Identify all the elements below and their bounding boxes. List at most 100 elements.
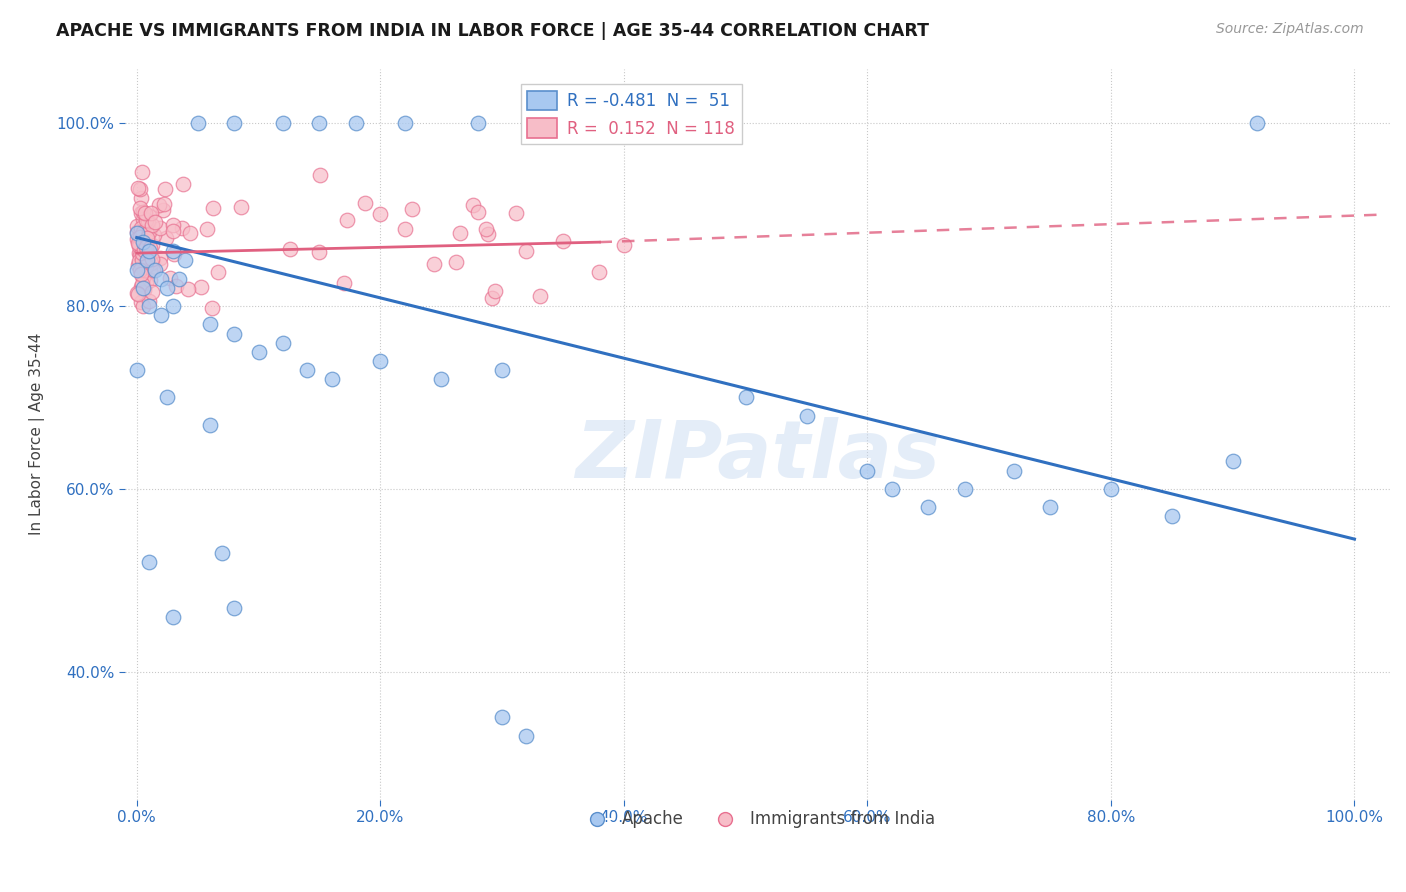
Point [529,288,551,302]
Point [477,227,499,241]
Point [135,259,157,273]
Point [141,238,163,252]
Point [401,202,423,216]
Point [131,260,153,274]
Point [138,225,160,239]
Point [880,482,903,496]
Point [588,265,610,279]
Point [190,279,212,293]
Point [131,271,153,285]
Point [917,500,939,515]
Point [143,262,166,277]
Point [197,222,219,236]
Point [132,225,155,239]
Point [149,251,172,265]
Text: ZIPatlas: ZIPatlas [575,417,941,495]
Point [271,116,294,130]
Point [135,245,157,260]
Point [141,252,163,266]
Point [169,271,191,285]
Point [127,181,149,195]
Point [128,239,150,253]
Point [308,116,330,130]
Point [1099,482,1122,496]
Point [1039,500,1062,515]
Point [139,241,162,255]
Point [134,206,156,220]
Point [551,235,574,249]
Point [179,227,201,241]
Point [129,221,152,235]
Point [129,206,152,220]
Point [467,204,489,219]
Point [1222,454,1244,468]
Point [131,227,153,242]
Point [162,219,184,233]
Point [129,263,152,277]
Point [484,284,506,298]
Point [156,281,179,295]
Point [430,372,453,386]
Point [139,256,162,270]
Point [278,243,301,257]
Point [128,224,150,238]
Point [321,372,343,386]
Point [856,464,879,478]
Point [129,295,152,310]
Point [162,244,184,259]
Point [135,253,157,268]
Point [128,246,150,260]
Point [394,222,416,236]
Point [141,218,163,232]
Point [134,251,156,265]
Point [125,226,148,240]
Point [224,116,246,130]
Point [153,181,176,195]
Point [162,224,184,238]
Point [309,168,332,182]
Point [138,294,160,309]
Point [153,197,176,211]
Point [481,292,503,306]
Point [159,270,181,285]
Point [148,198,170,212]
Point [150,271,173,285]
Point [139,264,162,278]
Point [131,277,153,291]
Point [129,202,152,216]
Point [138,214,160,228]
Point [134,252,156,266]
Point [141,206,163,220]
Legend: Apache, Immigrants from India: Apache, Immigrants from India [574,804,942,835]
Point [201,201,224,215]
Point [177,282,200,296]
Point [136,230,159,244]
Point [475,221,498,235]
Point [1160,509,1182,524]
Point [201,301,224,316]
Point [224,600,246,615]
Point [308,245,330,260]
Point [136,221,159,235]
Point [128,253,150,268]
Point [170,220,193,235]
Point [152,202,174,217]
Point [336,212,359,227]
Point [796,409,818,423]
Point [224,326,246,341]
Text: Source: ZipAtlas.com: Source: ZipAtlas.com [1216,22,1364,37]
Point [162,609,184,624]
Point [491,363,513,377]
Point [132,249,155,263]
Point [423,257,446,271]
Point [953,482,976,496]
Point [368,354,391,368]
Point [444,255,467,269]
Point [127,232,149,246]
Point [149,220,172,235]
Point [165,278,187,293]
Point [354,196,377,211]
Point [138,555,160,569]
Point [129,267,152,281]
Point [198,318,221,332]
